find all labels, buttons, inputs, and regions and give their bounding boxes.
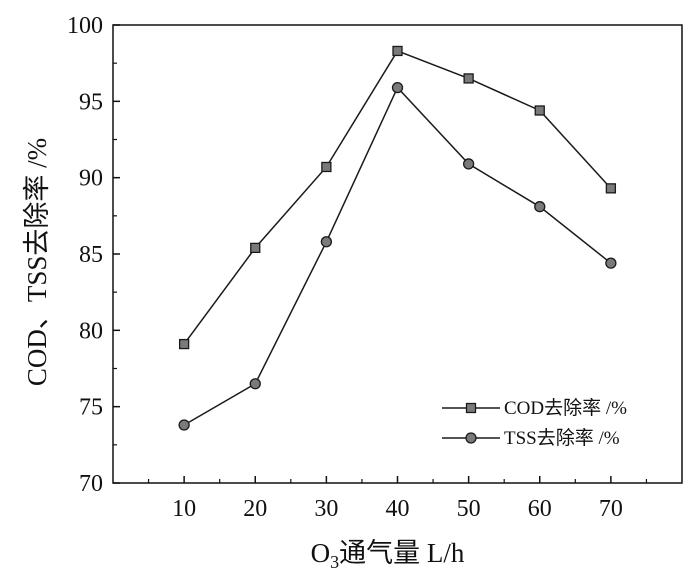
legend-marker xyxy=(465,432,477,444)
x-tick-label: 50 xyxy=(457,496,481,522)
data-point xyxy=(249,378,261,390)
data-point xyxy=(462,158,475,170)
data-point xyxy=(605,183,617,194)
data-point xyxy=(534,105,545,116)
legend-label: COD去除率 /% xyxy=(504,397,627,419)
series-1 xyxy=(178,45,617,350)
y-tick-label: 100 xyxy=(67,13,103,39)
tick-marks xyxy=(113,24,648,484)
x-axis-title-subscript: 3 xyxy=(330,552,339,572)
x-tick-label: 40 xyxy=(386,496,410,522)
legend-item-1: COD去除率 /% xyxy=(442,397,627,419)
y-tick-label: 80 xyxy=(79,318,103,344)
legend-label: TSS去除率 /% xyxy=(504,427,620,449)
x-axis-title: O3通气量 L/h xyxy=(311,538,465,572)
data-point xyxy=(463,73,474,84)
x-tick-label: 20 xyxy=(243,496,267,522)
y-tick-label: 95 xyxy=(79,89,103,115)
y-tick-label: 70 xyxy=(79,471,103,497)
data-point xyxy=(250,242,261,254)
data-point xyxy=(321,161,332,173)
data-point xyxy=(392,45,403,57)
legend-marker xyxy=(465,402,477,414)
x-tick-labels: 10 20 30 40 50 60 70 xyxy=(172,496,623,522)
x-tick-label: 70 xyxy=(599,496,623,522)
data-point xyxy=(534,201,546,213)
x-tick-label: 60 xyxy=(528,496,552,522)
y-tick-label: 75 xyxy=(79,395,103,421)
x-axis-title-main: O xyxy=(311,538,331,568)
series-layer xyxy=(178,45,617,431)
data-point xyxy=(178,419,190,431)
y-tick-label: 90 xyxy=(79,166,103,192)
x-tick-label: 10 xyxy=(172,496,196,522)
data-point xyxy=(605,257,617,269)
data-point xyxy=(178,338,190,350)
y-axis-title: COD、TSS去除率 /% xyxy=(22,138,52,386)
series-line xyxy=(183,50,612,345)
x-tick-label: 30 xyxy=(314,496,338,522)
legend: COD去除率 /% TSS去除率 /% xyxy=(442,397,627,449)
data-point xyxy=(391,81,404,94)
x-axis-title-rest: 通气量 L/h xyxy=(339,538,465,568)
legend-item-2: TSS去除率 /% xyxy=(442,427,620,449)
y-tick-label: 85 xyxy=(79,242,103,268)
series-2 xyxy=(178,81,617,431)
y-tick-labels: 70 75 80 85 90 95 100 xyxy=(67,13,103,497)
data-point xyxy=(320,236,333,248)
